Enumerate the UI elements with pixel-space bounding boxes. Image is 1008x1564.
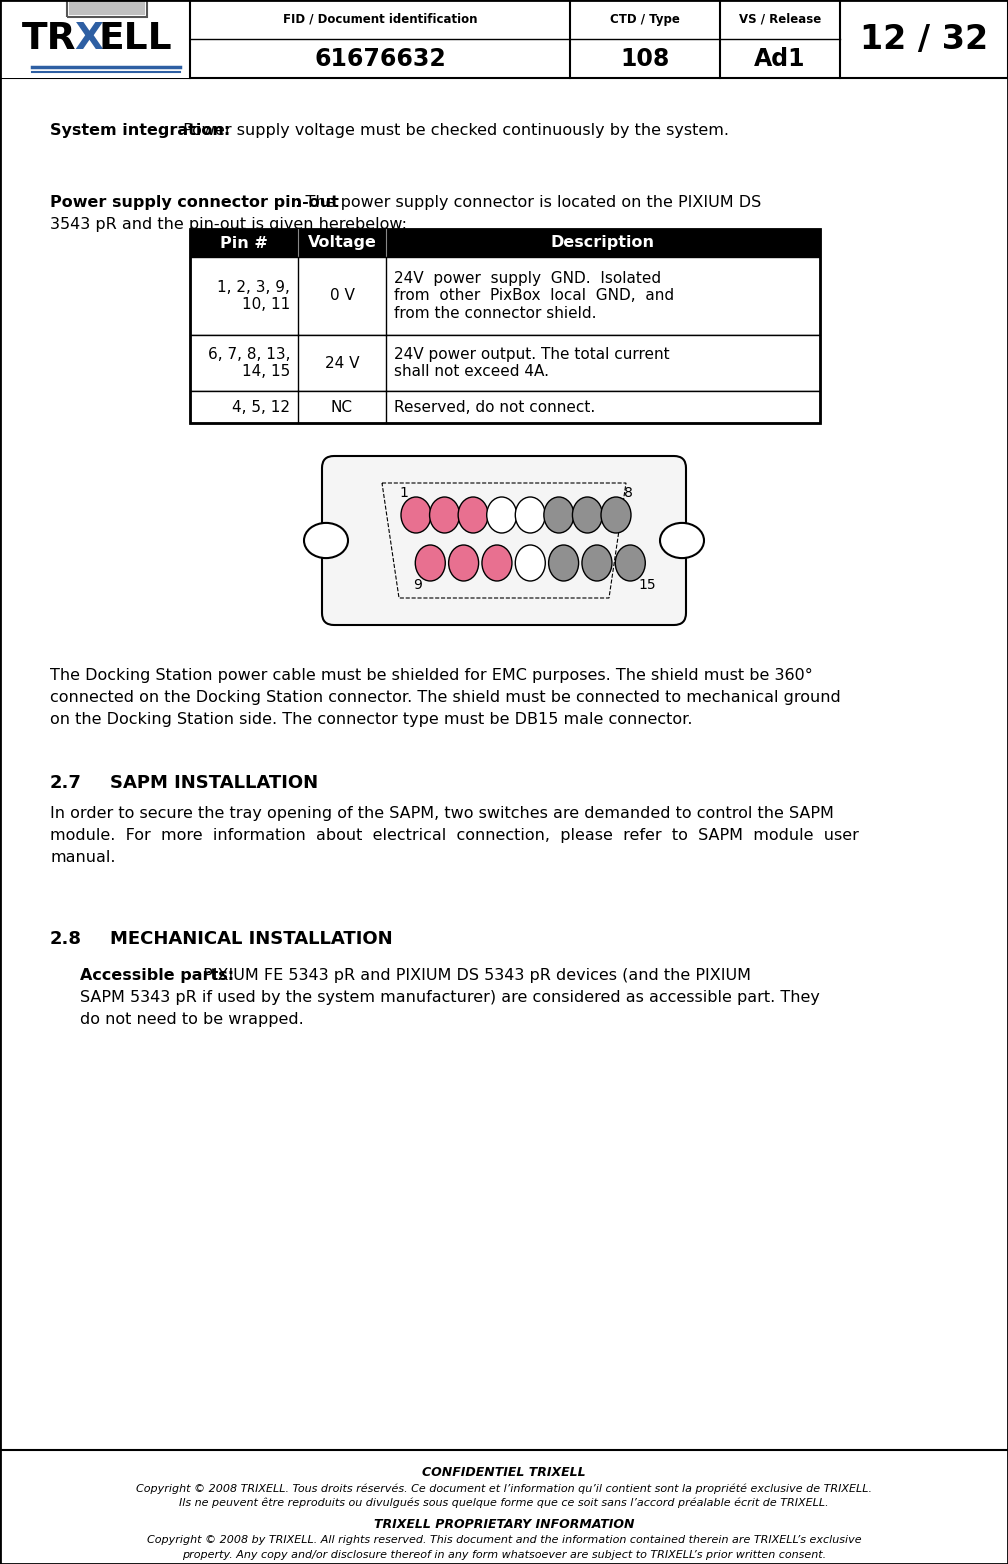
Bar <box>190 256 820 335</box>
Text: Voltage: Voltage <box>307 236 376 250</box>
Ellipse shape <box>515 544 545 580</box>
Text: Description: Description <box>551 236 655 250</box>
Text: 2.7: 2.7 <box>50 774 82 791</box>
Ellipse shape <box>459 497 488 533</box>
Text: X: X <box>74 20 103 56</box>
Text: VS / Release: VS / Release <box>739 13 822 27</box>
Text: 15: 15 <box>638 579 656 593</box>
Text: SAPM 5343 pR if used by the system manufacturer) are considered as accessible pa: SAPM 5343 pR if used by the system manuf… <box>80 990 820 1006</box>
Text: : The power supply connector is located on the PIXIUM DS: : The power supply connector is located … <box>295 196 761 210</box>
Text: 24 V: 24 V <box>325 355 359 371</box>
Text: 9: 9 <box>413 579 422 593</box>
Bar <box>67 0 147 17</box>
Text: Ad1: Ad1 <box>754 47 805 70</box>
Text: NC: NC <box>331 399 353 414</box>
Ellipse shape <box>401 497 431 533</box>
Text: Copyright © 2008 TRIXELL. Tous droits réservés. Ce document et l’information qu’: Copyright © 2008 TRIXELL. Tous droits ré… <box>136 1483 872 1494</box>
Text: System integration:: System integration: <box>50 124 230 138</box>
FancyBboxPatch shape <box>322 457 686 626</box>
Text: Pin #: Pin # <box>220 236 268 250</box>
Text: 24V  power  supply  GND.  Isolated
from  other  PixBox  local  GND,  and
from th: 24V power supply GND. Isolated from othe… <box>394 271 674 321</box>
Text: 6, 7, 8, 13,
14, 15: 6, 7, 8, 13, 14, 15 <box>208 347 290 378</box>
Bar <box>190 228 820 422</box>
Text: 108: 108 <box>620 47 669 70</box>
Ellipse shape <box>482 544 512 580</box>
Text: 8: 8 <box>624 486 633 500</box>
Ellipse shape <box>429 497 460 533</box>
Ellipse shape <box>573 497 603 533</box>
Text: Power supply connector pin-out: Power supply connector pin-out <box>50 196 339 210</box>
Text: 3543 pR and the pin-out is given herebelow:: 3543 pR and the pin-out is given herebel… <box>50 217 407 231</box>
Text: In order to secure the tray opening of the SAPM, two switches are demanded to co: In order to secure the tray opening of t… <box>50 805 834 821</box>
Text: MECHANICAL INSTALLATION: MECHANICAL INSTALLATION <box>110 931 393 948</box>
Ellipse shape <box>515 497 545 533</box>
Text: Ils ne peuvent être reproduits ou divulgués sous quelque forme que ce soit sans : Ils ne peuvent être reproduits ou divulg… <box>179 1498 829 1509</box>
Text: 4, 5, 12: 4, 5, 12 <box>232 399 290 414</box>
Text: ELL: ELL <box>98 20 171 56</box>
Bar <box>0 0 1008 78</box>
Bar <box>190 391 820 422</box>
Bar <box>0 1450 1008 1564</box>
Text: PIXIUM FE 5343 pR and PIXIUM DS 5343 pR devices (and the PIXIUM: PIXIUM FE 5343 pR and PIXIUM DS 5343 pR … <box>198 968 751 984</box>
Text: connected on the Docking Station connector. The shield must be connected to mech: connected on the Docking Station connect… <box>50 690 841 705</box>
Ellipse shape <box>487 497 517 533</box>
Text: CTD / Type: CTD / Type <box>610 13 680 27</box>
Text: SAPM INSTALLATION: SAPM INSTALLATION <box>110 774 319 791</box>
Text: Reserved, do not connect.: Reserved, do not connect. <box>394 399 596 414</box>
Text: 12 / 32: 12 / 32 <box>860 22 988 55</box>
Text: FID / Document identification: FID / Document identification <box>283 13 477 27</box>
Text: manual.: manual. <box>50 849 116 865</box>
Text: 61676632: 61676632 <box>314 47 446 70</box>
Text: The Docking Station power cable must be shielded for EMC purposes. The shield mu: The Docking Station power cable must be … <box>50 668 812 683</box>
Text: do not need to be wrapped.: do not need to be wrapped. <box>80 1012 303 1028</box>
Bar <box>0 0 190 78</box>
Text: 0 V: 0 V <box>330 288 355 303</box>
Text: property. Any copy and/or disclosure thereof in any form whatsoever are subject : property. Any copy and/or disclosure the… <box>181 1550 827 1559</box>
Ellipse shape <box>660 522 704 558</box>
Text: TRIXELL PROPRIETARY INFORMATION: TRIXELL PROPRIETARY INFORMATION <box>374 1519 634 1531</box>
Ellipse shape <box>304 522 348 558</box>
Text: 2.8: 2.8 <box>50 931 82 948</box>
Bar <box>69 2 145 16</box>
Ellipse shape <box>415 544 446 580</box>
Ellipse shape <box>615 544 645 580</box>
Text: Accessible parts:: Accessible parts: <box>80 968 234 984</box>
Text: CONFIDENTIEL TRIXELL: CONFIDENTIEL TRIXELL <box>422 1465 586 1480</box>
Text: module.  For  more  information  about  electrical  connection,  please  refer  : module. For more information about elect… <box>50 827 859 843</box>
Text: TR: TR <box>22 20 77 56</box>
Text: 1, 2, 3, 9,
10, 11: 1, 2, 3, 9, 10, 11 <box>217 280 290 313</box>
Text: Power supply voltage must be checked continuously by the system.: Power supply voltage must be checked con… <box>178 124 729 138</box>
Ellipse shape <box>548 544 579 580</box>
Text: 1: 1 <box>399 486 408 500</box>
Text: 24V power output. The total current
shall not exceed 4A.: 24V power output. The total current shal… <box>394 347 669 378</box>
Bar <box>190 228 820 256</box>
Text: Copyright © 2008 by TRIXELL. All rights reserved. This document and the informat: Copyright © 2008 by TRIXELL. All rights … <box>147 1534 861 1545</box>
Bar <box>190 335 820 391</box>
Ellipse shape <box>601 497 631 533</box>
Ellipse shape <box>582 544 612 580</box>
Ellipse shape <box>544 497 574 533</box>
Ellipse shape <box>449 544 479 580</box>
Text: on the Docking Station side. The connector type must be DB15 male connector.: on the Docking Station side. The connect… <box>50 712 692 727</box>
